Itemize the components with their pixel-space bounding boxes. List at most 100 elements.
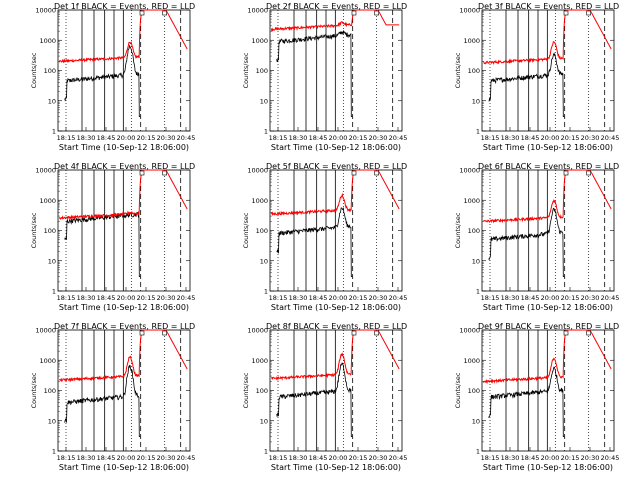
panel-5: Det 5f BLACK = Events, RED = LLD 1 10 100 10… [242,162,407,312]
y-tick-label: 1000 [251,197,268,205]
x-tick-label: 20:30 [157,134,176,142]
flag-marker [162,10,167,16]
y-tick-label: 10000 [247,7,268,15]
plot-frame [57,169,191,292]
panel-4: Det 4f BLACK = Events, RED = LLD 1 10 100 10… [30,162,195,312]
panel-title: Det 5f BLACK = Events, RED = LLD [266,162,407,171]
events-series-line [488,52,565,117]
y-tick-label: 1 [52,448,56,456]
x-tick-label: 20:30 [581,134,600,142]
x-tick-label: 20:30 [157,294,176,302]
x-tick-label: 18:45 [309,134,328,142]
panel-title: Det 6f BLACK = Events, RED = LLD [478,162,619,171]
panel-7: Det 7f BLACK = Events, RED = LLD 1 10 100 10… [30,322,195,472]
x-tick-label: 18:30 [289,294,308,302]
panel-title: Det 2f BLACK = Events, RED = LLD [266,2,407,11]
x-tick-label: 18:45 [97,134,116,142]
lld-series-line [271,329,400,382]
lld-series-line [59,329,188,383]
flag-marker [351,170,357,176]
y-tick-label: 1 [476,288,480,296]
x-tick-label: 20:45 [177,134,196,142]
y-tick-label: 1000 [463,37,480,45]
x-tick-label: 18:45 [97,454,116,462]
y-tick-label: 10000 [459,167,480,175]
flag-marker [586,170,591,176]
x-tick-label: 18:15 [269,134,288,142]
panel-9: Det 9f BLACK = Events, RED = LLD 1 10 100 10… [454,322,619,472]
y-tick-label: 1000 [39,197,56,205]
events-series-line [488,207,565,278]
x-tick-label: 20:00 [117,134,136,142]
events-series-line [64,364,141,438]
plot-frame [481,9,615,132]
events-series-line [64,44,141,117]
y-tick-label: 1000 [39,357,56,365]
lld-series-line [270,9,400,33]
y-axis-label: Counts/sec [242,52,250,88]
y-tick-label: 1 [264,128,268,136]
x-tick-label: 18:15 [481,294,500,302]
x-tick-label: 18:30 [501,454,520,462]
y-tick-label: 10 [260,97,268,105]
y-tick-label: 10 [48,257,56,265]
plot-frame [269,169,403,292]
y-tick-label: 10 [48,97,56,105]
y-tick-label: 100 [44,227,56,235]
x-tick-label: 18:30 [501,294,520,302]
y-tick-label: 100 [256,227,268,235]
events-series-line [276,206,353,278]
y-tick-label: 100 [468,67,480,75]
y-axis-label: Counts/sec [30,212,38,248]
x-tick-label: 20:45 [601,294,620,302]
x-tick-label: 20:30 [369,294,388,302]
x-tick-label: 18:30 [77,134,96,142]
flag-marker [139,170,145,176]
x-tick-label: 20:00 [541,294,560,302]
y-tick-label: 10 [260,417,268,425]
x-tick-label: 18:30 [289,454,308,462]
y-tick-label: 1 [264,448,268,456]
y-tick-label: 10 [48,417,56,425]
x-tick-label: 20:00 [329,294,348,302]
y-axis-label: Counts/sec [454,372,462,408]
y-axis-label: Counts/sec [30,372,38,408]
y-tick-label: 100 [256,67,268,75]
events-series-line [276,30,353,117]
lld-series-line [482,329,612,385]
y-tick-label: 100 [256,387,268,395]
x-axis-label: Start Time (10-Sep-12 18:06:00) [271,143,401,152]
panel-8: Det 8f BLACK = Events, RED = LLD 1 10 100 10… [242,322,407,472]
y-axis-label: Counts/sec [454,212,462,248]
y-tick-label: 10 [472,97,480,105]
flag-marker [563,10,569,16]
y-tick-label: 10 [472,417,480,425]
x-tick-label: 18:30 [77,294,96,302]
x-tick-label: 18:30 [289,134,308,142]
x-tick-label: 20:00 [117,294,136,302]
flag-marker [351,10,357,16]
x-tick-label: 18:15 [57,294,76,302]
x-axis-label: Start Time (10-Sep-12 18:06:00) [59,303,189,312]
y-tick-label: 1 [52,128,56,136]
y-tick-label: 10 [472,257,480,265]
y-tick-label: 1 [52,288,56,296]
y-tick-label: 100 [44,387,56,395]
x-tick-label: 18:15 [269,294,288,302]
y-axis-label: Counts/sec [30,52,38,88]
x-axis-label: Start Time (10-Sep-12 18:06:00) [483,463,613,472]
flag-marker [563,330,569,336]
x-tick-label: 20:30 [581,294,600,302]
y-axis-label: Counts/sec [454,52,462,88]
events-series-line [64,211,141,278]
y-tick-label: 100 [468,387,480,395]
x-tick-label: 20:15 [561,454,580,462]
x-tick-label: 18:30 [77,454,96,462]
flag-marker [374,10,379,16]
x-tick-label: 20:45 [601,134,620,142]
panel-6: Det 6f BLACK = Events, RED = LLD 1 10 100 10… [454,162,619,312]
x-tick-label: 18:30 [501,134,520,142]
y-tick-label: 1000 [463,197,480,205]
x-tick-label: 20:15 [137,134,156,142]
